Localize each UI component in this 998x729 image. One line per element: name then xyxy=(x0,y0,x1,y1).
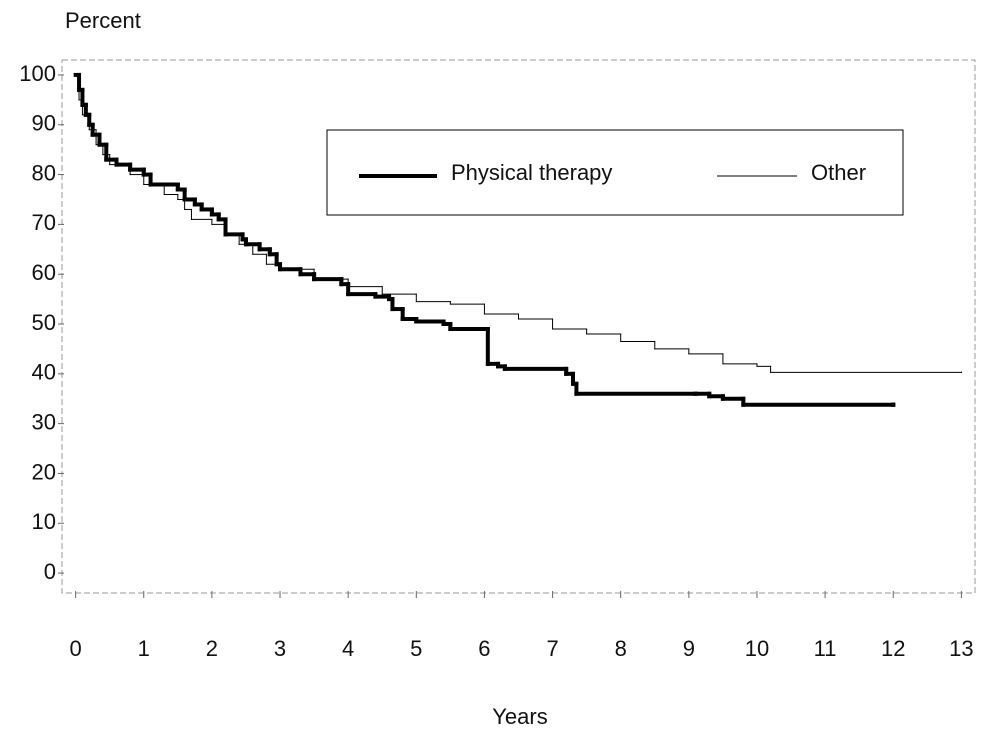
y-tick-label: 60 xyxy=(32,260,56,285)
x-tick-label: 11 xyxy=(814,636,837,661)
x-tick-label: 10 xyxy=(745,636,769,661)
legend-label: Physical therapy xyxy=(451,160,612,185)
x-tick-label: 5 xyxy=(410,636,422,661)
x-tick-label: 8 xyxy=(615,636,627,661)
legend-label: Other xyxy=(811,160,866,185)
y-tick-label: 80 xyxy=(32,160,56,185)
x-tick-label: 3 xyxy=(274,636,286,661)
y-tick-label: 10 xyxy=(32,509,56,534)
y-tick-label: 20 xyxy=(32,459,56,484)
y-tick-label: 100 xyxy=(19,61,56,86)
legend-box xyxy=(326,129,904,216)
x-tick-label: 4 xyxy=(342,636,354,661)
x-tick-label: 2 xyxy=(206,636,218,661)
x-tick-label: 7 xyxy=(546,636,558,661)
y-tick-label: 70 xyxy=(32,210,56,235)
x-axis-label: Years xyxy=(492,704,547,729)
y-tick-label: 50 xyxy=(32,310,56,335)
x-tick-label: 9 xyxy=(683,636,695,661)
y-tick-label: 90 xyxy=(32,111,56,136)
plot-frame xyxy=(61,59,976,594)
y-axis-label: Percent xyxy=(65,8,141,33)
x-tick-label: 12 xyxy=(881,636,905,661)
x-tick-label: 13 xyxy=(949,636,973,661)
y-tick-label: 40 xyxy=(32,360,56,385)
y-tick-label: 30 xyxy=(32,409,56,434)
x-tick-label: 6 xyxy=(478,636,490,661)
y-tick-label: 0 xyxy=(44,559,56,584)
x-tick-label: 1 xyxy=(138,636,150,661)
x-tick-label: 0 xyxy=(70,636,82,661)
